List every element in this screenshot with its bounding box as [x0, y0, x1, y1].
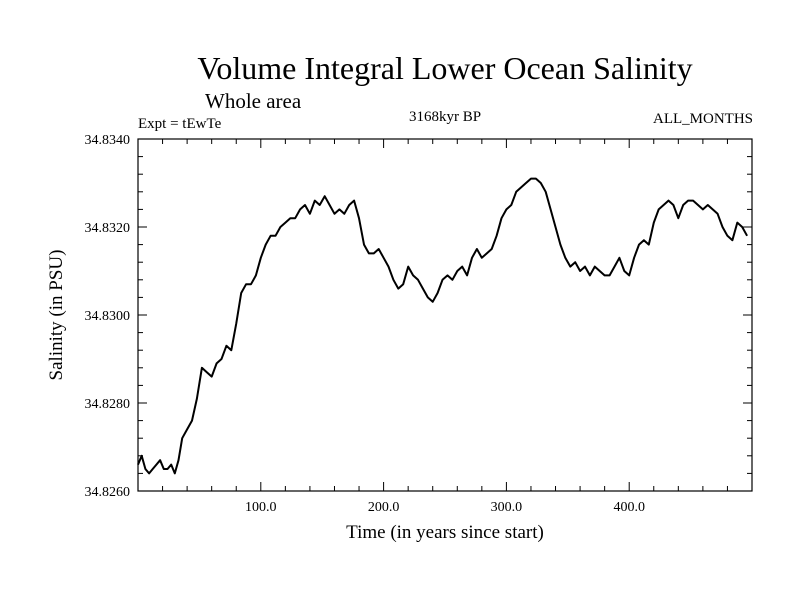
y-tick-label: 34.8260	[85, 485, 131, 500]
x-tick-label: 200.0	[368, 500, 400, 515]
period-label: 3168kyr BP	[408, 109, 482, 125]
plot-frame	[137, 138, 753, 492]
y-tick-label: 34.8320	[85, 221, 131, 236]
x-tick-label: 100.0	[245, 500, 277, 515]
x-tick-label: 400.0	[613, 500, 645, 515]
y-tick-label: 34.8280	[85, 397, 131, 412]
y-axis-title: Salinity (in PSU)	[46, 250, 67, 381]
series-line	[137, 177, 748, 475]
plot-area	[137, 138, 752, 492]
experiment-label: Expt = tEwTe	[138, 116, 222, 132]
x-tick-label: 300.0	[491, 500, 523, 515]
chart-title: Volume Integral Lower Ocean Salinity	[197, 50, 693, 86]
months-label: ALL_MONTHS	[653, 111, 753, 127]
y-tick-label: 34.8340	[85, 133, 131, 148]
y-tick-label: 34.8300	[85, 309, 131, 324]
chart-subtitle: Whole area	[205, 89, 302, 113]
x-axis-title: Time (in years since start)	[346, 522, 544, 543]
